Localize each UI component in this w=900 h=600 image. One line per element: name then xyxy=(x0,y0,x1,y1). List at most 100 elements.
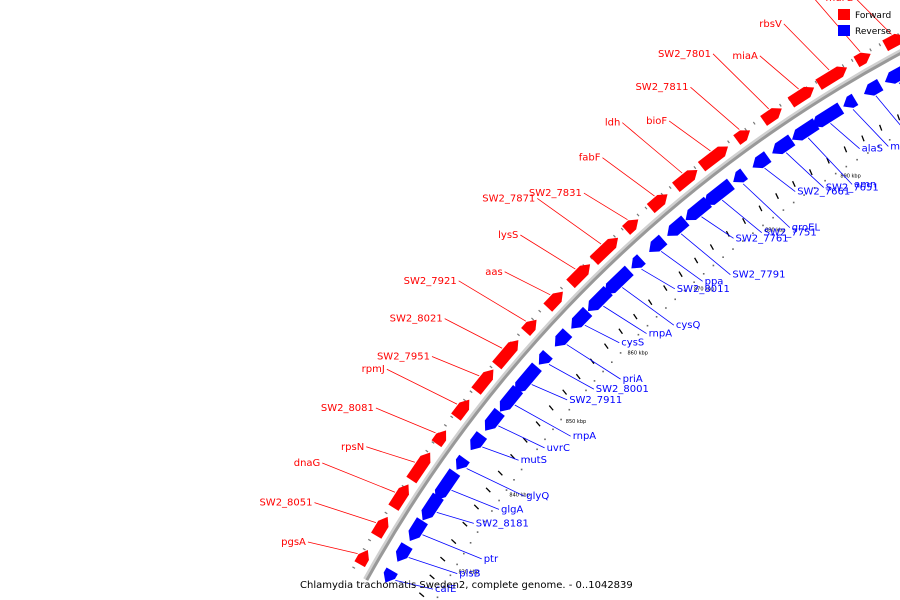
outer-dash xyxy=(850,58,854,62)
reverse-leader xyxy=(531,384,568,401)
reverse-leader xyxy=(852,109,889,147)
reverse-gene-arrow xyxy=(455,454,470,470)
forward-leader xyxy=(602,157,655,197)
forward-gene-label: rbsV xyxy=(759,19,782,30)
backbone-arc xyxy=(365,52,900,581)
reverse-leader xyxy=(875,95,900,126)
outer-dash xyxy=(560,286,564,290)
forward-gene-arrow xyxy=(431,430,447,448)
ruler-dot xyxy=(536,448,538,451)
outer-dash xyxy=(620,227,624,231)
forward-leader xyxy=(375,407,436,434)
forward-leader xyxy=(537,198,602,245)
tick-label: 850 kbp xyxy=(566,419,586,425)
ruler-dot xyxy=(576,399,579,401)
ruler-dot xyxy=(742,240,744,242)
ruler-dot xyxy=(619,352,622,354)
ruler-dot xyxy=(593,380,596,382)
ruler-dot xyxy=(655,316,658,318)
ruler-dot xyxy=(505,489,508,491)
reverse-leader xyxy=(641,268,676,290)
feature-mark xyxy=(473,504,480,510)
forward-gene-label: SW2_7951 xyxy=(377,352,430,363)
ruler-dot xyxy=(463,552,465,555)
ruler-dot xyxy=(476,531,479,533)
reverse-gene-label: SW2_8181 xyxy=(476,518,529,529)
reverse-gene-arrow xyxy=(733,168,749,183)
legend-reverse-label: Reverse xyxy=(855,27,892,37)
feature-mark xyxy=(429,574,435,580)
forward-gene-arrow xyxy=(388,484,409,511)
forward-leader xyxy=(856,0,892,35)
outer-dash xyxy=(443,423,447,427)
feature-mark xyxy=(678,271,683,278)
legend-forward-label: Forward xyxy=(855,11,891,21)
reverse-gene-label: SW2_8011 xyxy=(677,284,730,295)
ruler-dot xyxy=(491,510,493,512)
ruler-dot xyxy=(834,172,837,175)
ruler-dot xyxy=(732,248,734,250)
reverse-gene-label: SW2_7761 xyxy=(736,233,789,244)
ruler-dot xyxy=(544,438,546,441)
forward-leader xyxy=(712,53,770,110)
reverse-gene-arrow xyxy=(434,468,461,501)
forward-gene-arrow xyxy=(471,369,494,395)
outer-dash xyxy=(431,441,435,444)
forward-leader xyxy=(444,318,503,349)
reverse-gene-label: SW2_7751 xyxy=(764,228,817,239)
reverse-gene-label: glyQ xyxy=(526,491,549,502)
ruler-dot xyxy=(722,256,724,258)
outer-dash xyxy=(489,365,493,369)
outer-dash xyxy=(869,48,872,52)
feature-mark xyxy=(725,230,730,237)
reverse-gene-arrow xyxy=(752,151,772,169)
ruler-dot xyxy=(878,145,880,148)
forward-leader xyxy=(690,86,740,130)
reverse-leader xyxy=(408,557,458,575)
reverse-gene-label: SW2_7661 xyxy=(797,187,850,198)
ruler-dot xyxy=(712,264,715,267)
ruler-dot xyxy=(456,563,458,566)
reverse-leader xyxy=(548,364,595,390)
ruler-dot xyxy=(867,152,869,154)
reverse-leader xyxy=(451,489,500,510)
feature-mark xyxy=(418,592,425,598)
outer-dash xyxy=(644,206,648,210)
ruler-dot xyxy=(693,281,695,283)
feature-mark xyxy=(742,218,747,225)
outer-dash xyxy=(531,317,535,321)
forward-gene-arrow xyxy=(589,237,619,265)
forward-gene-label: ldh xyxy=(605,118,620,129)
forward-gene-label: fabF xyxy=(579,153,601,164)
ruler-dot xyxy=(674,298,676,301)
tick-label: 870 kbp xyxy=(694,286,714,292)
outer-dash xyxy=(752,121,756,125)
reverse-gene-arrow xyxy=(538,349,553,365)
reverse-leader xyxy=(603,305,647,334)
ruler-dot xyxy=(483,520,486,523)
reverse-leader xyxy=(395,580,434,590)
ruler-dot xyxy=(803,194,805,196)
forward-leader xyxy=(386,368,458,405)
feature-mark xyxy=(709,244,714,251)
forward-gene-label: pgsA xyxy=(281,537,306,548)
ruler-dot xyxy=(498,499,500,502)
reverse-leader xyxy=(660,250,703,282)
forward-gene-arrow xyxy=(406,452,431,484)
reverse-leader xyxy=(764,167,796,192)
outer-dash xyxy=(693,165,697,170)
reverse-gene-arrow xyxy=(704,178,735,205)
outer-dash xyxy=(779,103,782,107)
reverse-gene-label: alaS xyxy=(862,144,883,155)
reverse-gene-arrow xyxy=(470,431,488,451)
reverse-gene-arrow xyxy=(772,134,796,155)
feature-mark xyxy=(522,437,528,443)
outer-dash xyxy=(462,398,467,402)
forward-gene-arrow xyxy=(521,319,537,336)
ruler-dot xyxy=(637,333,640,336)
reverse-gene-arrow xyxy=(554,328,573,347)
feature-mark xyxy=(548,405,554,411)
reverse-leader xyxy=(436,511,474,524)
forward-gene-arrow xyxy=(371,516,389,539)
reverse-gene-arrow xyxy=(884,66,900,84)
